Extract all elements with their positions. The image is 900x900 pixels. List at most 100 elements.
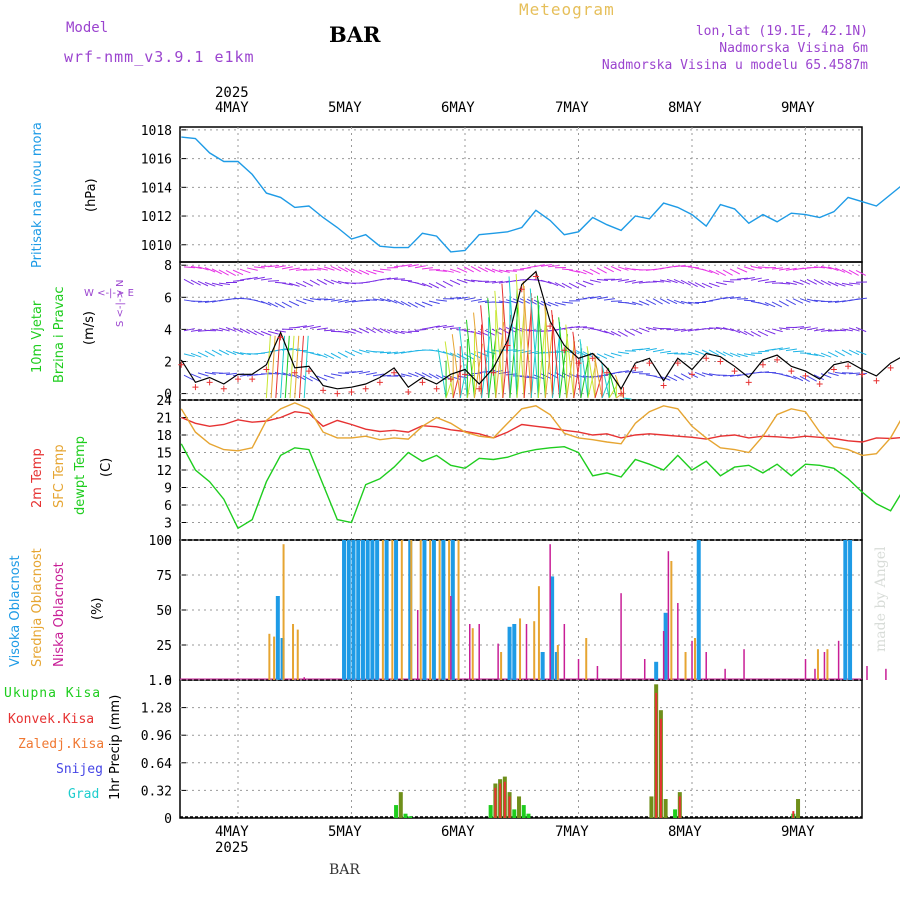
wind-vector: [435, 269, 448, 272]
wind-vector: [561, 301, 573, 304]
wind-vector: [281, 266, 293, 270]
wind-vector: [834, 371, 846, 375]
y-tick-label: 9: [164, 482, 172, 497]
wind-vector: [533, 374, 545, 380]
wind-vector: [190, 265, 202, 270]
low-cloud-bar: [416, 610, 419, 680]
wind-vector: [379, 298, 391, 303]
precip-precip-bar: [796, 799, 801, 818]
wind-vector: [260, 300, 272, 306]
wind-gust-marker: [249, 376, 256, 383]
wind-vector: [428, 325, 440, 329]
wind-gust-marker: [433, 385, 440, 392]
wind-vector: [442, 351, 454, 357]
wind-vector: [722, 296, 734, 300]
wind-vector: [344, 267, 355, 274]
wind-vector: [631, 280, 643, 284]
wind-vector: [729, 268, 741, 275]
conv-precip-bar: [508, 796, 511, 818]
y-tick-label: 1014: [141, 181, 172, 196]
wind-vector: [344, 299, 356, 303]
wind-fan-vector: [529, 288, 539, 399]
wind-vector: [190, 329, 202, 332]
wind-vector: [708, 282, 720, 288]
wind-vector: [309, 279, 320, 286]
bottom-day-label: 9MAY: [781, 824, 815, 840]
wind-vector: [855, 326, 867, 333]
wind-vector: [274, 302, 285, 309]
wind-gust-marker: [759, 361, 766, 368]
wind-gust-marker: [206, 379, 213, 386]
precip-legend-total: Ukupna Kisa: [4, 686, 102, 701]
low-cloud-bar: [691, 640, 693, 680]
wind-vector: [638, 327, 650, 333]
mid-cloud-bar: [537, 586, 540, 680]
wind-vector: [400, 279, 413, 282]
wind-vector: [246, 267, 258, 271]
wind-vector: [344, 329, 356, 334]
wind-vector: [302, 375, 313, 382]
wind-vector: [673, 374, 684, 381]
wind-vector: [715, 269, 726, 276]
wind-fan-vector: [451, 334, 461, 399]
wind-vector: [372, 298, 384, 302]
wind-vector: [470, 298, 482, 302]
wind-vector: [568, 269, 580, 273]
wind-gust-marker: [220, 385, 227, 392]
top-year-label: 2025: [215, 85, 249, 101]
mid-cloud-bar: [268, 633, 271, 680]
wind-vector: [337, 330, 349, 334]
wind-vector: [645, 326, 657, 331]
wind-vector: [365, 269, 377, 275]
wind-vector: [617, 278, 629, 282]
wind-vector: [687, 266, 699, 269]
wind-vector: [841, 282, 853, 287]
mid-cloud-bar: [296, 629, 299, 680]
wind-vector: [820, 373, 832, 379]
wind-vector: [183, 278, 194, 286]
wind-vector: [309, 375, 321, 382]
wind-vector: [274, 329, 286, 333]
wind-vector: [687, 328, 699, 332]
wind-vector: [253, 299, 265, 304]
wind-vector: [729, 328, 741, 334]
wind-vector: [715, 281, 727, 286]
precip-legend-hail: Grad: [68, 787, 100, 802]
wind-vector: [498, 327, 509, 334]
wind-vector: [764, 280, 776, 284]
wind-vector: [729, 352, 741, 358]
y-tick-label: 21: [156, 412, 172, 427]
high-cloud-bar: [275, 596, 280, 680]
wind-fan-vector: [623, 397, 632, 400]
y-tick-label: 24: [156, 394, 172, 409]
wind-vector: [218, 327, 230, 332]
wind-vector: [848, 349, 860, 356]
wind-vector: [365, 326, 376, 334]
wind-vector: [799, 298, 811, 303]
wind-vector: [358, 299, 371, 302]
wind-vector: [841, 349, 852, 356]
wind-vector: [183, 353, 195, 358]
wind-fan-vector: [473, 312, 483, 399]
mid-cloud-bar: [519, 618, 522, 680]
wind-vector: [274, 371, 286, 376]
wind-fan-vector: [508, 276, 518, 399]
wind-vector: [463, 374, 476, 377]
wind-vector: [484, 329, 496, 336]
wind-vector: [421, 372, 432, 379]
wind-fan-vector: [579, 338, 589, 399]
wind-vector: [834, 282, 846, 287]
wind-vector: [778, 300, 789, 307]
wind-vector: [379, 327, 391, 334]
wind-vector: [337, 299, 349, 303]
wind-vector: [701, 268, 713, 274]
bottom-day-label: 7MAY: [555, 824, 589, 840]
wind-vector: [330, 265, 342, 272]
wind-compass-ew: W <-|-> E: [84, 288, 134, 299]
wind-vector: [288, 267, 300, 271]
wind-vector: [183, 328, 195, 332]
wind-vector: [386, 277, 398, 280]
y-tick-label: 100: [149, 534, 172, 549]
wind-vector: [288, 282, 300, 287]
